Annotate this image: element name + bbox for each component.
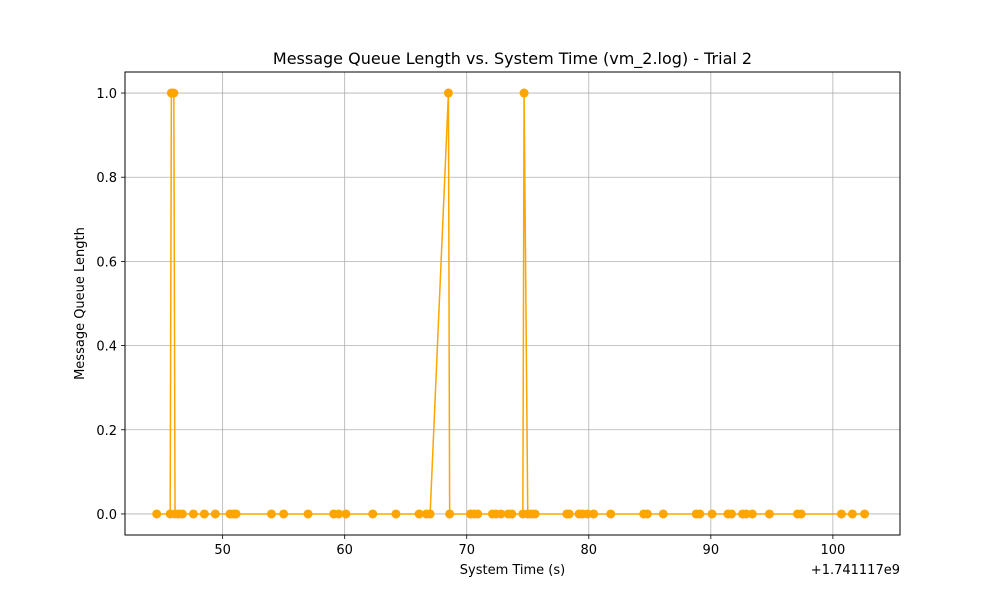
x-axis-ticks: 50 60 70 80 90 100 bbox=[214, 535, 845, 558]
data-point bbox=[188, 509, 198, 519]
y-tick-label: 0.0 bbox=[96, 508, 117, 523]
data-point bbox=[695, 509, 705, 519]
data-point bbox=[445, 509, 455, 519]
data-point bbox=[368, 509, 378, 519]
data-point bbox=[473, 509, 483, 519]
data-point bbox=[836, 509, 846, 519]
y-tick-label: 1.0 bbox=[96, 87, 117, 102]
x-tick-label: 90 bbox=[703, 543, 720, 558]
chart-title: Message Queue Length vs. System Time (vm… bbox=[273, 49, 752, 69]
x-axis-label: System Time (s) bbox=[460, 563, 565, 578]
data-point bbox=[210, 509, 220, 519]
data-point bbox=[564, 509, 574, 519]
plot-frame bbox=[124, 71, 901, 536]
y-axis-label: Message Queue Length bbox=[73, 227, 88, 380]
data-point bbox=[341, 509, 351, 519]
data-point bbox=[391, 509, 401, 519]
data-point bbox=[589, 509, 599, 519]
data-point bbox=[443, 88, 453, 98]
y-tick-label: 0.2 bbox=[96, 424, 117, 439]
data-point bbox=[507, 509, 517, 519]
data-point bbox=[279, 509, 289, 519]
x-tick-label: 70 bbox=[458, 543, 475, 558]
data-point bbox=[303, 509, 313, 519]
data-point bbox=[169, 88, 179, 98]
data-point bbox=[199, 509, 209, 519]
data-point bbox=[152, 509, 162, 519]
x-axis-offset-label: +1.741117e9 bbox=[811, 563, 900, 578]
series-layer bbox=[152, 88, 870, 519]
data-point bbox=[530, 509, 540, 519]
data-point bbox=[658, 509, 668, 519]
data-point bbox=[847, 509, 857, 519]
x-tick-label: 60 bbox=[336, 543, 353, 558]
data-point bbox=[860, 509, 870, 519]
data-point bbox=[334, 509, 344, 519]
data-point bbox=[414, 509, 424, 519]
y-tick-label: 0.8 bbox=[96, 171, 117, 186]
data-point bbox=[231, 509, 241, 519]
data-point bbox=[519, 88, 529, 98]
y-tick-label: 0.4 bbox=[96, 340, 117, 355]
y-tick-label: 0.6 bbox=[96, 255, 117, 270]
data-point bbox=[496, 509, 506, 519]
data-point bbox=[747, 509, 757, 519]
data-point bbox=[727, 509, 737, 519]
x-tick-label: 80 bbox=[581, 543, 598, 558]
data-point bbox=[764, 509, 774, 519]
x-tick-label: 50 bbox=[214, 543, 231, 558]
y-axis-ticks: 0.0 0.2 0.4 0.6 0.8 1.0 bbox=[96, 87, 125, 523]
data-point bbox=[796, 509, 806, 519]
data-point bbox=[425, 509, 435, 519]
data-point bbox=[266, 509, 276, 519]
data-point bbox=[642, 509, 652, 519]
x-tick-label: 100 bbox=[820, 543, 845, 558]
data-point bbox=[606, 509, 616, 519]
data-point bbox=[707, 509, 717, 519]
data-point bbox=[177, 509, 187, 519]
